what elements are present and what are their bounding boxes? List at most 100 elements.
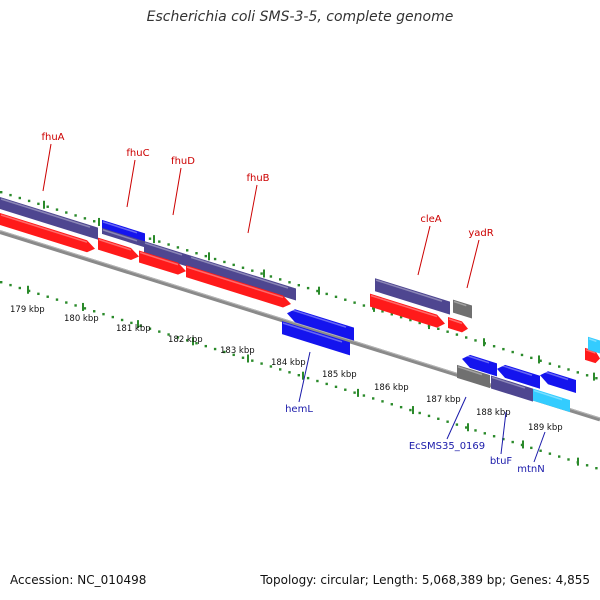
outer-tick-dot [492, 345, 496, 348]
cds-fhuB [186, 265, 291, 308]
gene-fhuC [102, 219, 145, 243]
inner-tick-dot [595, 467, 598, 470]
kbp-label: 179 kbp [10, 305, 45, 315]
gene-fhuB [190, 255, 296, 301]
outer-tick-dot [399, 315, 403, 319]
outer-tick-dot [334, 295, 338, 299]
gene-offscreen-shine [588, 338, 597, 343]
kbp-label: 186 kbp [374, 383, 409, 393]
gene-EcSMS35_0169 [457, 364, 490, 389]
outer-tick-dot [306, 286, 310, 290]
inner-tick-dot [27, 289, 31, 293]
cds-fhuB-shine [186, 266, 284, 299]
inner-tick-dot [213, 347, 217, 351]
outer-tick-dot [93, 220, 96, 223]
inner-tick-dot [223, 350, 226, 354]
gene-label-fhuC: fhuC [126, 148, 149, 159]
inner-tick-dot [306, 376, 310, 380]
inner-tick-dot [46, 295, 49, 298]
cds-mtnN [540, 371, 576, 393]
inner-tick-dot [362, 394, 366, 397]
gene-yadR [453, 299, 472, 319]
outer-tick-dot [362, 304, 366, 307]
outer-tick-dot [390, 313, 393, 316]
outer-tick-dot [55, 208, 59, 211]
outer-tick-dot [83, 217, 87, 220]
kbp-label: 182 kbp [168, 335, 203, 345]
inner-tick-dot [334, 385, 338, 389]
inner-tick-dot [455, 423, 459, 426]
outer-tick-dot [325, 292, 328, 296]
cds-fhuA [0, 213, 95, 253]
outer-tick-dot [269, 275, 273, 278]
gene-cleA-shine [375, 279, 443, 302]
outer-tick-dot [9, 193, 12, 197]
inner-tick-dot [120, 318, 124, 322]
inner-tick-dot [55, 298, 59, 301]
inner-tick-dot [297, 374, 300, 377]
outer-tick-dot [409, 318, 412, 322]
gene-fhuB-shine [190, 256, 289, 289]
inner-tick-dot [65, 301, 68, 304]
gene-EcSMS35_0169-shine [457, 366, 483, 376]
gene-labels: fhuA fhuC fhuD fhuB cleA yadR hemL EcSMS35_0169… [41, 132, 546, 475]
outer-tick-dot [288, 281, 291, 284]
inner-tick-dot [251, 359, 254, 362]
inner-tick-dot [74, 304, 77, 307]
outer-tick-dot [437, 327, 440, 330]
inner-tick-dot [148, 327, 152, 330]
tick-marks [0, 191, 598, 470]
outer-tick-dot [37, 202, 40, 206]
leader-line [500, 411, 507, 455]
inner-tick-dot [548, 452, 552, 455]
cds-hemL [287, 309, 354, 341]
inner-tick-dot [325, 382, 328, 386]
cds-cleA [370, 293, 445, 328]
inner-tick-dot [93, 310, 96, 313]
outer-tick-dot [65, 211, 68, 214]
inner-tick-dot [269, 365, 273, 368]
outer-tick-dot [223, 260, 226, 264]
gene-fhuD [144, 241, 190, 268]
inner-tick-dot [241, 356, 245, 359]
inner-tick-dot [418, 411, 421, 415]
inner-tick-dot [437, 417, 440, 420]
gene-label-btuF: btuF [490, 456, 513, 467]
outer-tick-dot [167, 243, 170, 246]
leader-line [446, 396, 467, 440]
inner-tick-dot [0, 281, 3, 284]
kbp-label: 188 kbp [476, 408, 511, 418]
gene-offscreen [588, 336, 600, 354]
cds-yadR-shine [448, 318, 463, 325]
outer-tick-dot [74, 214, 77, 217]
outer-tick-dot [474, 339, 477, 342]
gene-fhuC-bar-shine [102, 229, 138, 242]
inner-tick-dot [18, 286, 21, 290]
gene-label-fhuB: fhuB [246, 173, 269, 184]
inner-tick-dot [186, 339, 189, 342]
outer-tick-dot [595, 377, 598, 380]
outer-tick-dot [465, 336, 468, 339]
outer-tick-dot [344, 298, 347, 301]
inner-tick-dot [344, 388, 347, 391]
cds-EcSMS35_0169 [462, 354, 497, 377]
cds-fhuC [98, 237, 139, 260]
leader-line [298, 351, 311, 403]
outer-tick-dot [186, 249, 189, 252]
kbp-label: 184 kbp [271, 358, 306, 368]
inner-tick-dot [465, 426, 468, 429]
gene-fhuC-shine [102, 221, 138, 234]
outer-tick-dot [158, 240, 161, 243]
gene-label-fhuD: fhuD [171, 156, 195, 167]
inner-tick-dot [567, 458, 570, 461]
inner-tick-dot [83, 307, 87, 310]
outer-tick-dot [0, 191, 3, 194]
inner-tick-dot [111, 315, 114, 319]
gene-btuF-shine [491, 376, 526, 389]
leader-line [126, 159, 136, 208]
inner-tick-dot [474, 429, 477, 432]
accession-text: Accession: NC_010498 [10, 573, 147, 587]
inner-tick-dot [102, 312, 105, 316]
outer-tick-dot [381, 310, 384, 313]
topology-summary: Topology: circular; Length: 5,068,389 bp… [260, 573, 590, 587]
